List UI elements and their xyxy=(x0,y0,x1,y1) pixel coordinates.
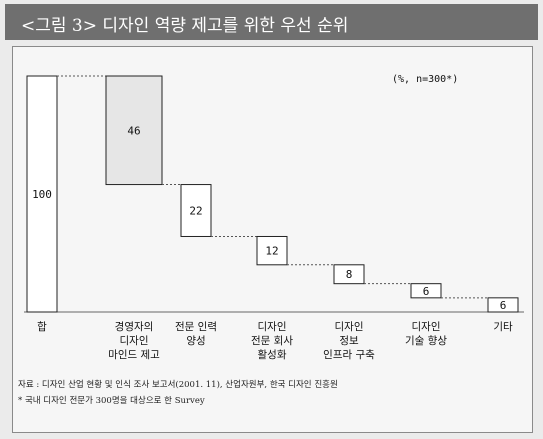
data-label-3: 12 xyxy=(265,245,278,258)
title-bar: <그림 3> 디자인 역량 제고를 위한 우선 순위 xyxy=(5,4,538,40)
bar-2 xyxy=(180,184,212,237)
bar-5 xyxy=(410,283,442,299)
bar-1 xyxy=(105,75,163,186)
category-label-4-2: 인프라 구축 xyxy=(323,349,375,361)
data-label-4: 8 xyxy=(346,268,353,281)
data-label-2: 22 xyxy=(189,205,202,218)
bar-4 xyxy=(333,264,365,285)
data-label-1: 46 xyxy=(127,124,140,137)
bar-6 xyxy=(487,297,519,313)
category-label-1-0: 경영자의 xyxy=(115,320,154,333)
data-label-5: 6 xyxy=(423,285,430,298)
category-label-2-0: 전문 인력 xyxy=(175,321,217,333)
category-label-2-1: 양성 xyxy=(186,335,205,347)
category-label-6-0: 기타 xyxy=(493,321,513,333)
survey-note: * 국내 디자인 전문가 300명을 대상으로 한 Survey xyxy=(18,396,205,406)
category-label-3-0: 디자인 xyxy=(258,321,287,333)
category-label-1-2: 마인드 제고 xyxy=(108,349,160,361)
bar-3 xyxy=(256,235,288,266)
data-label-6: 6 xyxy=(500,299,507,312)
category-label-0-0: 합 xyxy=(37,321,47,333)
category-label-3-2: 활성화 xyxy=(258,348,287,361)
category-label-4-1: 정보 xyxy=(339,335,359,347)
category-label-1-1: 디자인 xyxy=(120,335,149,347)
category-label-3-1: 전문 회사 xyxy=(251,335,293,347)
source-note: 자료 : 디자인 산업 현황 및 인식 조사 보고서(2001. 11), 산업… xyxy=(18,380,338,390)
unit-note: (%, n=300*) xyxy=(392,74,458,85)
category-label-4-0: 디자인 xyxy=(335,321,364,333)
data-label-0: 100 xyxy=(32,188,52,201)
bar-0 xyxy=(26,75,58,313)
category-label-5-1: 기술 향상 xyxy=(405,335,447,347)
chart-title: <그림 3> 디자인 역량 제고를 위한 우선 순위 xyxy=(21,16,349,36)
category-label-5-0: 디자인 xyxy=(412,321,441,333)
